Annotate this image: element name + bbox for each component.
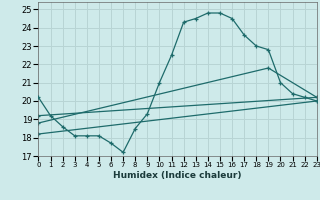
X-axis label: Humidex (Indice chaleur): Humidex (Indice chaleur) — [113, 171, 242, 180]
